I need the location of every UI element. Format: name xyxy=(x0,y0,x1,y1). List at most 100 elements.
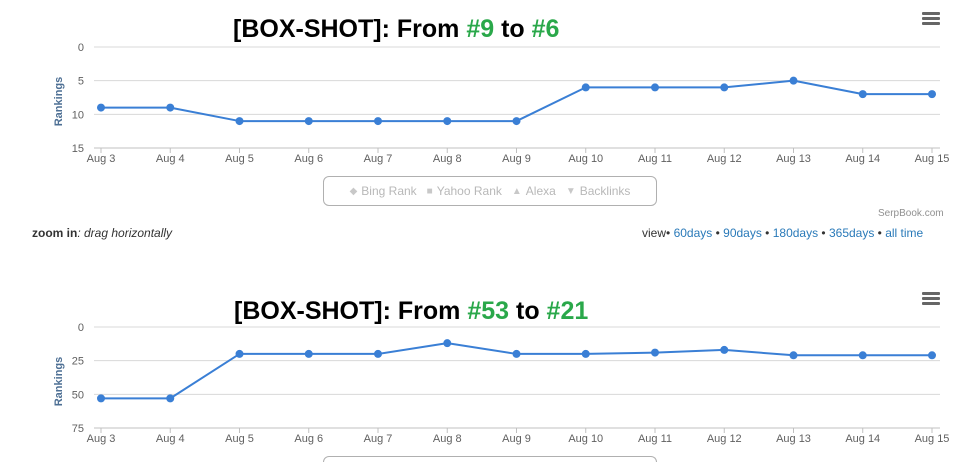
x-tick-label: Aug 11 xyxy=(638,433,672,445)
y-tick-label: 15 xyxy=(72,143,84,155)
x-tick-label: Aug 15 xyxy=(915,153,950,165)
data-point xyxy=(304,349,313,358)
chart-title-prefix: [BOX-SHOT]: From xyxy=(234,297,468,325)
data-point xyxy=(235,117,244,126)
x-tick-label: Aug 7 xyxy=(364,153,393,165)
chart-title: [BOX-SHOT]: From #53 to #21 xyxy=(234,297,588,326)
x-tick-label: Aug 8 xyxy=(433,153,462,165)
data-point xyxy=(512,349,521,358)
data-point xyxy=(166,394,175,403)
x-tick-label: Aug 7 xyxy=(364,433,393,445)
x-tick-label: Aug 13 xyxy=(776,153,811,165)
data-point xyxy=(374,349,382,358)
chart-title-from-rank: #53 xyxy=(467,297,510,325)
y-tick-label: 10 xyxy=(72,109,84,121)
chart-title-from-rank: #9 xyxy=(466,15,495,43)
x-tick-label: Aug 5 xyxy=(225,153,254,165)
x-tick-label: Aug 12 xyxy=(707,433,742,445)
data-point xyxy=(166,103,175,112)
triangle-up-marker-icon: ▲ xyxy=(511,185,522,197)
chart-title-to-rank: #6 xyxy=(531,15,560,43)
y-tick-label: 25 xyxy=(72,356,84,368)
range-option-180days[interactable]: 180days xyxy=(772,226,819,240)
chart-title: [BOX-SHOT]: From #9 to #6 xyxy=(233,15,559,44)
data-point xyxy=(858,90,867,99)
chart-title-middle: to xyxy=(509,297,547,325)
data-point xyxy=(97,103,105,112)
x-tick-label: Aug 3 xyxy=(87,153,116,165)
data-point xyxy=(581,349,590,358)
x-tick-label: Aug 12 xyxy=(707,153,742,165)
legend-label: Alexa xyxy=(525,184,556,198)
x-tick-label: Aug 9 xyxy=(502,433,531,445)
data-point xyxy=(928,90,936,99)
chart-credit-link[interactable]: SerpBook.com xyxy=(878,208,944,219)
range-option-90days[interactable]: 90days xyxy=(723,226,762,240)
range-option-365days[interactable]: 365days xyxy=(828,226,875,240)
data-point xyxy=(651,348,659,357)
chart-legend-partial xyxy=(323,456,657,462)
zoom-label: zoom in xyxy=(32,226,78,240)
legend-item-yahoo-rank[interactable]: ■ Yahoo Rank xyxy=(427,184,502,198)
y-tick-label: 0 xyxy=(78,322,84,334)
legend-item-backlinks[interactable]: ▼ Backlinks xyxy=(566,184,631,198)
x-tick-label: Aug 8 xyxy=(433,433,462,445)
data-point xyxy=(858,351,867,360)
x-tick-label: Aug 9 xyxy=(502,153,531,165)
x-tick-label: Aug 5 xyxy=(225,433,254,445)
legend-item-bing-rank[interactable]: ◆ Bing Rank xyxy=(350,184,417,198)
x-tick-label: Aug 14 xyxy=(845,153,880,165)
range-prefix: view xyxy=(642,226,667,240)
y-tick-label: 0 xyxy=(78,42,84,54)
data-point xyxy=(374,117,382,126)
data-point xyxy=(720,345,729,354)
x-tick-label: Aug 3 xyxy=(87,433,116,445)
x-tick-label: Aug 14 xyxy=(845,433,880,445)
triangle-down-marker-icon: ▼ xyxy=(565,185,576,197)
y-tick-label: 50 xyxy=(72,389,84,401)
data-point xyxy=(304,117,313,126)
data-point xyxy=(651,83,659,92)
data-point xyxy=(581,83,590,92)
legend-label: Yahoo Rank xyxy=(436,184,502,198)
x-tick-label: Aug 10 xyxy=(568,153,603,165)
ranking-chart-2: [BOX-SHOT]: From #53 to #21 0 25 50 75 Aug 3… xyxy=(0,280,955,458)
data-point xyxy=(443,117,452,126)
x-tick-label: Aug 11 xyxy=(638,153,672,165)
y-tick-label: 75 xyxy=(72,423,84,435)
chart-title-to-rank: #21 xyxy=(546,297,589,325)
data-point xyxy=(789,351,798,360)
x-tick-label: Aug 15 xyxy=(915,433,950,445)
x-tick-label: Aug 6 xyxy=(294,433,323,445)
square-marker-icon: ■ xyxy=(426,185,433,197)
y-axis-label: Rankings xyxy=(53,77,65,127)
legend-item-alexa[interactable]: ▲ Alexa xyxy=(512,184,556,198)
x-tick-label: Aug 4 xyxy=(156,153,185,165)
ranking-chart-1: [BOX-SHOT]: From #9 to #6 0 5 10 15 Aug 3 Aug… xyxy=(0,0,955,210)
range-option-60days[interactable]: 60days xyxy=(673,226,713,240)
y-axis-label: Rankings xyxy=(53,357,65,407)
chart-title-middle: to xyxy=(494,15,532,43)
data-point xyxy=(443,339,452,348)
zoom-hint-text: : drag horizontally xyxy=(77,226,173,240)
data-point xyxy=(928,351,936,360)
data-point xyxy=(789,76,798,85)
chart-title-prefix: [BOX-SHOT]: From xyxy=(233,15,467,43)
legend-label: Backlinks xyxy=(579,184,631,198)
x-tick-label: Aug 6 xyxy=(294,153,323,165)
range-option-all-time[interactable]: all time xyxy=(885,226,924,240)
data-point xyxy=(720,83,729,92)
hamburger-menu-icon[interactable] xyxy=(922,12,940,26)
chart-legend: ◆ Bing Rank ■ Yahoo Rank ▲ Alexa ▼ Backlinks xyxy=(323,176,657,206)
x-tick-label: Aug 10 xyxy=(568,433,603,445)
zoom-instructions: zoom in: drag horizontally xyxy=(32,226,172,240)
series-line xyxy=(101,79,932,123)
range-selector: view• 60days • 90days • 180days • 365day… xyxy=(642,226,924,240)
x-tick-label: Aug 13 xyxy=(776,433,811,445)
y-tick-label: 5 xyxy=(78,76,84,88)
hamburger-menu-icon[interactable] xyxy=(922,292,940,306)
data-point xyxy=(97,394,105,403)
data-point xyxy=(235,349,244,358)
